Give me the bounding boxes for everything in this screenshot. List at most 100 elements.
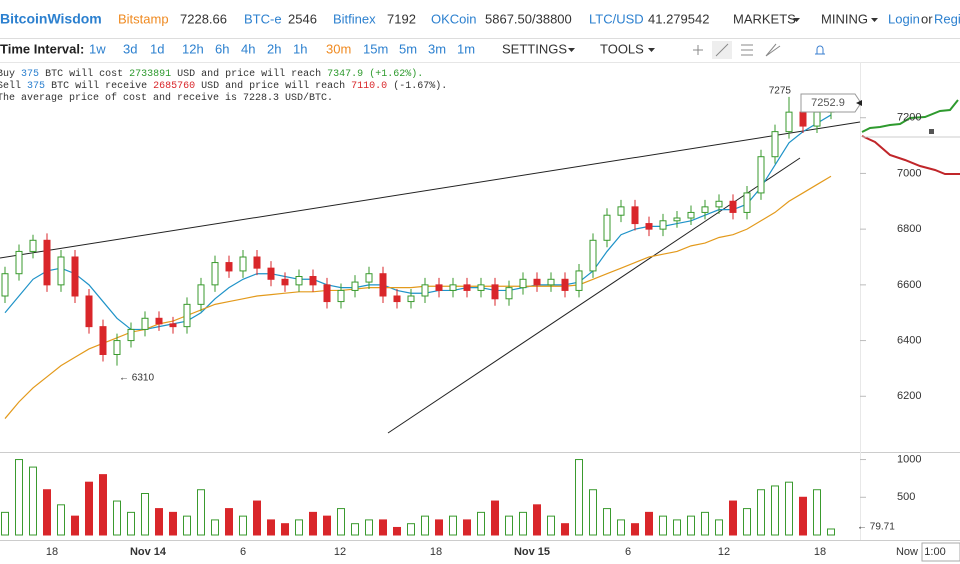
candle-body bbox=[127, 328, 135, 342]
volume-bar bbox=[589, 489, 597, 536]
y-tick-label: 6200 bbox=[897, 390, 921, 402]
interval[interactable]: 3d bbox=[123, 41, 137, 56]
interval[interactable]: 1h bbox=[293, 41, 307, 56]
x-tick-label: 12 bbox=[334, 546, 346, 558]
volume-bar bbox=[57, 504, 65, 536]
candle-body bbox=[617, 206, 625, 216]
market-name[interactable]: Bitfinex bbox=[333, 11, 376, 26]
volume-bar bbox=[267, 519, 275, 536]
x-tick-label: 1:00 bbox=[924, 546, 945, 558]
volume-bar bbox=[421, 515, 429, 536]
info-part: BTC will receive bbox=[51, 80, 147, 92]
info-part: Buy bbox=[0, 69, 15, 80]
interval[interactable]: 4h bbox=[241, 41, 255, 56]
candle-body bbox=[183, 303, 191, 328]
candle-body bbox=[785, 111, 793, 133]
volume-bar bbox=[43, 489, 51, 536]
candle-body bbox=[799, 111, 807, 127]
candle-body bbox=[1, 273, 9, 297]
tool-icons bbox=[693, 41, 825, 59]
dropdown-caret bbox=[871, 18, 878, 22]
volume-bar bbox=[99, 474, 107, 536]
x-tick-label: 18 bbox=[430, 546, 442, 558]
register[interactable]: Regi bbox=[934, 11, 960, 26]
candle-body bbox=[71, 256, 79, 297]
candle-body bbox=[519, 278, 527, 289]
candle-body bbox=[603, 214, 611, 241]
volume-bar bbox=[757, 489, 765, 536]
info-part: USD and price will reach bbox=[177, 68, 321, 80]
menu[interactable]: MINING bbox=[821, 11, 868, 26]
dropdown-caret bbox=[568, 48, 575, 52]
interval[interactable]: 1m bbox=[457, 41, 475, 56]
interval[interactable]: 15m bbox=[363, 41, 388, 56]
candle-body bbox=[281, 278, 289, 286]
market-name[interactable]: LTC/USD bbox=[589, 11, 644, 26]
x-tick-label: Now bbox=[896, 546, 918, 558]
interval[interactable]: 5m bbox=[399, 41, 417, 56]
candle-body bbox=[141, 317, 149, 330]
volume-bar bbox=[547, 515, 555, 536]
candle-body bbox=[645, 223, 653, 230]
volume-bar bbox=[617, 519, 625, 536]
candle-body bbox=[351, 281, 359, 291]
volume-bar bbox=[379, 519, 387, 536]
depth-asks bbox=[861, 135, 960, 175]
volume-bar bbox=[477, 511, 485, 536]
info-part: 2685760 bbox=[153, 81, 195, 92]
market-name[interactable]: OKCoin bbox=[431, 11, 477, 26]
interval[interactable]: 2h bbox=[267, 41, 281, 56]
volume-bar bbox=[813, 489, 821, 536]
volume-bar bbox=[365, 519, 373, 536]
info-part: 375 bbox=[21, 69, 39, 80]
candle-body bbox=[211, 262, 219, 286]
tool-menu[interactable]: TOOLS bbox=[600, 41, 644, 56]
info-part: 7110.0 bbox=[351, 81, 387, 92]
candle-body bbox=[337, 289, 345, 303]
y-tick-label: 6800 bbox=[897, 223, 921, 235]
candle-body bbox=[561, 278, 569, 291]
market-name[interactable]: Bitstamp bbox=[118, 11, 169, 26]
info-part: 2733891 bbox=[129, 69, 171, 80]
x-tick-label: Nov 15 bbox=[514, 546, 550, 558]
interval[interactable]: 1w bbox=[89, 41, 106, 56]
last-price: 7252.9 bbox=[811, 97, 845, 109]
last-price-box bbox=[800, 93, 862, 113]
candle-body bbox=[743, 192, 751, 213]
interval[interactable]: 12h bbox=[182, 41, 204, 56]
candle-body bbox=[57, 256, 65, 286]
icon-cross bbox=[693, 45, 703, 55]
candle-body bbox=[715, 200, 723, 208]
volume-bar bbox=[673, 519, 681, 536]
volume-bar bbox=[155, 508, 163, 536]
volume-bar bbox=[169, 511, 177, 536]
candle-body bbox=[197, 284, 205, 305]
candle-body bbox=[29, 239, 37, 252]
candle-body bbox=[99, 326, 107, 355]
interval[interactable]: 3m bbox=[428, 41, 446, 56]
volume-bar bbox=[785, 481, 793, 536]
icon-hlines bbox=[741, 44, 753, 56]
icon-line bbox=[715, 43, 729, 57]
x-tick-label: 18 bbox=[814, 546, 826, 558]
volume-bar bbox=[71, 515, 79, 536]
menu[interactable]: MARKETS bbox=[733, 11, 796, 26]
tool-menu[interactable]: SETTINGS bbox=[502, 41, 567, 56]
interval[interactable]: 30m bbox=[326, 41, 351, 56]
login[interactable]: Login bbox=[888, 11, 920, 26]
info-part: The average price of cost and receive is… bbox=[0, 92, 333, 104]
volume-bar bbox=[15, 459, 23, 536]
low-label: ← 6310 bbox=[119, 372, 154, 383]
volume-bar bbox=[827, 528, 835, 536]
candle-body bbox=[687, 211, 695, 219]
candle-body bbox=[491, 284, 499, 300]
volume-tick-label: 500 bbox=[897, 491, 915, 503]
interval[interactable]: 6h bbox=[215, 41, 229, 56]
market-name[interactable]: BTC-e bbox=[244, 11, 282, 26]
high-label: 7275 bbox=[769, 85, 792, 96]
dropdown-caret bbox=[793, 18, 800, 22]
candle-body bbox=[547, 278, 555, 286]
interval[interactable]: 1d bbox=[150, 41, 164, 56]
volume-bar bbox=[351, 523, 359, 536]
